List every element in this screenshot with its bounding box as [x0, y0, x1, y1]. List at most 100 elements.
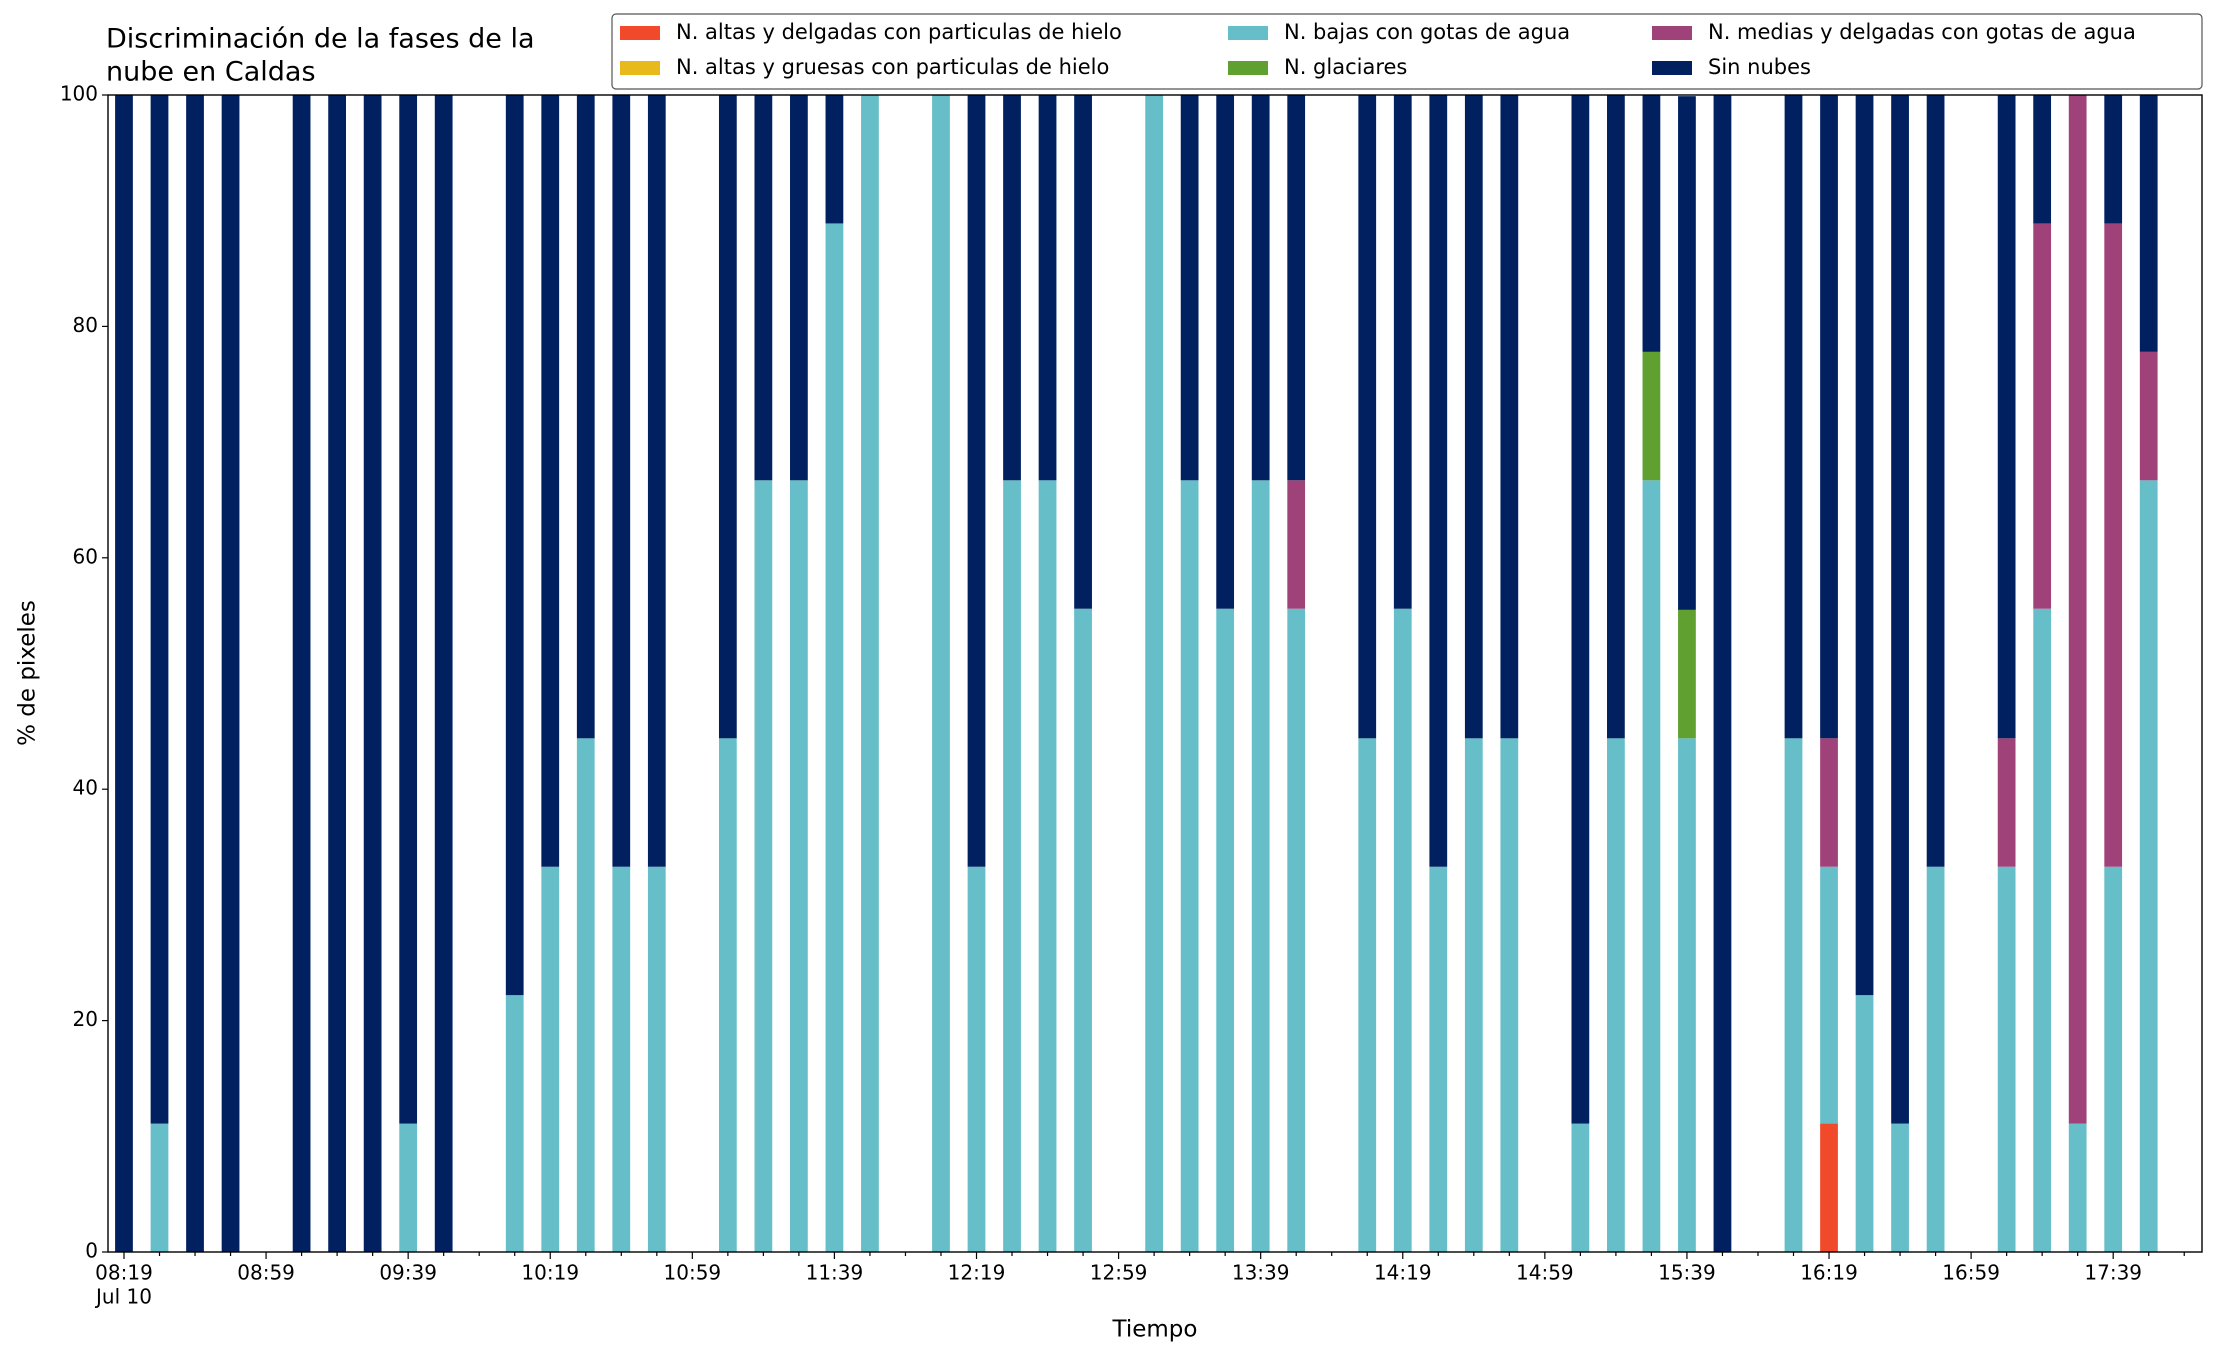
bar-segment	[647, 95, 666, 867]
y-tick-label: 80	[73, 313, 98, 337]
x-tick-label: 16:19	[1800, 1261, 1858, 1285]
bar-segment	[1216, 608, 1235, 1252]
bar-segment	[2104, 223, 2123, 867]
bar-segment	[647, 866, 666, 1252]
bar-segment	[612, 95, 631, 867]
legend-label: N. glaciares	[1284, 55, 1407, 79]
bar-segment	[505, 995, 524, 1252]
x-tick-label: 08:19	[95, 1261, 153, 1285]
bar-segment	[1003, 480, 1021, 1252]
bar-segment	[1571, 1123, 1590, 1252]
bar-segment	[932, 95, 950, 1252]
bar-segment	[150, 1123, 169, 1252]
bar-segment	[115, 95, 133, 1252]
legend-label: Sin nubes	[1708, 55, 1811, 79]
x-tick-label: 11:39	[806, 1261, 864, 1285]
y-tick-label: 100	[60, 82, 98, 106]
bar-segment	[1678, 738, 1696, 1252]
bar-segment	[434, 95, 453, 1252]
bar-segment	[363, 95, 382, 1252]
legend-swatch	[620, 26, 660, 40]
bar-segment	[790, 95, 808, 481]
bar-segment	[1784, 738, 1803, 1252]
bar-segment	[2139, 480, 2158, 1252]
legend-swatch	[620, 61, 660, 75]
bar-segment	[576, 738, 595, 1252]
bar-segment	[2139, 95, 2158, 352]
x-tick-label: 12:19	[948, 1261, 1006, 1285]
bar-segment	[1145, 95, 1163, 1252]
bar-segment	[150, 95, 169, 1124]
bar-segment	[718, 738, 737, 1252]
legend-box	[611, 13, 2203, 90]
bar-segment	[1997, 866, 2016, 1252]
bar-segment	[1926, 95, 1945, 867]
bar-segment	[825, 223, 844, 1252]
bar-segment	[1038, 95, 1057, 481]
x-tick-label: 08:59	[237, 1261, 295, 1285]
bar-segment	[967, 95, 986, 867]
bar-segment	[1713, 95, 1732, 1252]
legend-swatch	[1228, 26, 1268, 40]
bar-segment	[1678, 609, 1696, 739]
bar-segment	[1003, 95, 1021, 481]
chart-title: Discriminación de la fases de la	[106, 24, 535, 55]
x-tick-label: 14:19	[1374, 1261, 1432, 1285]
x-date-label: Jul 10	[94, 1285, 152, 1309]
bar-segment	[1642, 351, 1661, 481]
legend: N. altas y delgadas con particulas de hi…	[611, 13, 2203, 90]
bar-segment	[1429, 95, 1448, 867]
plot-frame	[107, 94, 2203, 1253]
bar-segment	[1784, 95, 1803, 739]
bar-segment	[861, 95, 879, 1252]
y-axis-label: % de pixeles	[15, 600, 41, 746]
bar-segment	[1891, 1123, 1909, 1252]
legend-swatch	[1652, 26, 1692, 40]
bar-segment	[718, 95, 737, 739]
bar-segment	[967, 866, 986, 1252]
bar-segment	[790, 480, 808, 1252]
legend-label: N. bajas con gotas de agua	[1284, 20, 1570, 44]
x-tick-label: 13:39	[1232, 1261, 1290, 1285]
bar-segment	[1820, 95, 1838, 739]
bar-segment	[2068, 1123, 2087, 1252]
x-tick-label: 09:39	[379, 1261, 437, 1285]
bar-segment	[1038, 480, 1057, 1252]
bar-segment	[1287, 95, 1306, 481]
bar-segment	[292, 95, 311, 1252]
bar-segment	[1074, 608, 1092, 1252]
bar-segment	[2139, 351, 2158, 481]
bar-segment	[186, 95, 204, 1252]
bar-segment	[1642, 95, 1661, 352]
bar-segment	[2033, 608, 2052, 1252]
bar-segment	[1678, 96, 1696, 610]
bar-segment	[221, 95, 240, 1252]
bar-segment	[1464, 738, 1483, 1252]
bar-segment	[2104, 95, 2123, 224]
y-tick-label: 20	[73, 1007, 98, 1031]
legend-label: N. medias y delgadas con gotas de agua	[1708, 20, 2136, 44]
bar-segment	[1607, 738, 1625, 1252]
bar-segment	[1891, 95, 1909, 1124]
bar-segment	[541, 866, 560, 1252]
bar-segment	[1820, 866, 1838, 1124]
bar-segment	[505, 95, 524, 996]
bar-segment	[2033, 223, 2052, 609]
bar-segment	[754, 480, 773, 1252]
bar-segment	[399, 1123, 418, 1252]
bar-segment	[1287, 480, 1306, 609]
bar-segment	[1642, 480, 1661, 1252]
bar-segment	[612, 866, 631, 1252]
bar-segment	[1429, 866, 1448, 1252]
x-tick-label: 14:59	[1516, 1261, 1574, 1285]
bar-segment	[1180, 480, 1199, 1252]
bar-segment	[541, 95, 560, 867]
bar-segment	[1393, 95, 1412, 609]
bar-segment	[1358, 95, 1377, 739]
bar-segment	[1180, 95, 1199, 481]
bar-segment	[1855, 95, 1874, 996]
bar-segment	[576, 95, 595, 739]
x-tick-label: 17:39	[2084, 1261, 2142, 1285]
bar-segment	[1358, 738, 1377, 1252]
